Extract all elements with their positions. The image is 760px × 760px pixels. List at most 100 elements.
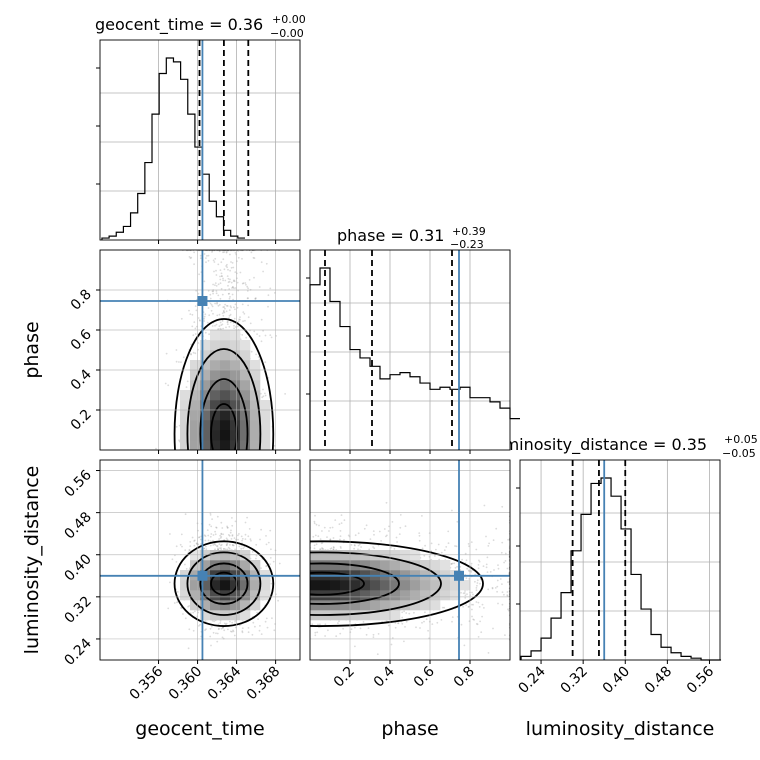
density-phase-vs-luminosity_distance-point bbox=[372, 546, 374, 548]
density-phase-vs-luminosity_distance-point bbox=[368, 548, 371, 551]
density-geocent_time-vs-luminosity_distance-point bbox=[270, 548, 272, 551]
density-geocent_time-vs-phase-point bbox=[191, 313, 194, 316]
density-phase-vs-luminosity_distance-point bbox=[391, 521, 394, 523]
density-geocent_time-vs-luminosity_distance-point bbox=[241, 627, 244, 630]
density-geocent_time-vs-phase-point bbox=[241, 303, 244, 306]
density-phase-vs-luminosity_distance-point bbox=[506, 594, 509, 596]
density-phase-vs-luminosity_distance-point bbox=[339, 632, 342, 635]
density-phase-vs-luminosity_distance-point bbox=[421, 621, 423, 624]
density-geocent_time-vs-luminosity_distance-point bbox=[205, 548, 208, 551]
density-geocent_time-vs-phase-point bbox=[206, 255, 208, 257]
density-geocent_time-vs-phase-point bbox=[175, 349, 178, 351]
density-phase-vs-luminosity_distance-cell bbox=[440, 580, 451, 591]
density-geocent_time-vs-phase-point bbox=[164, 382, 167, 385]
density-geocent_time-vs-phase-cell bbox=[210, 390, 221, 401]
density-geocent_time-vs-luminosity_distance-point bbox=[242, 547, 245, 550]
density-phase-vs-luminosity_distance-point bbox=[496, 585, 499, 588]
density-phase-vs-luminosity_distance-cell bbox=[370, 580, 381, 591]
density-geocent_time-vs-phase-cell bbox=[210, 430, 221, 441]
density-geocent_time-vs-phase-point bbox=[186, 380, 189, 383]
density-geocent_time-vs-luminosity_distance-cell bbox=[210, 590, 221, 601]
title-luminosity-distance: luminosity_distance = 0.35 bbox=[489, 435, 707, 455]
density-geocent_time-vs-luminosity_distance-point bbox=[199, 538, 202, 541]
density-geocent_time-vs-phase-point bbox=[229, 253, 231, 256]
density-phase-vs-luminosity_distance-point bbox=[372, 530, 375, 532]
density-geocent_time-vs-luminosity_distance-point bbox=[269, 529, 272, 532]
density-phase-vs-luminosity_distance-cell bbox=[380, 550, 391, 561]
density-phase-vs-luminosity_distance-contour-0 bbox=[310, 571, 365, 596]
density-geocent_time-vs-phase-point bbox=[228, 292, 231, 295]
density-phase-vs-luminosity_distance-point bbox=[401, 616, 404, 619]
density-geocent_time-vs-phase-truth-marker bbox=[197, 296, 208, 306]
density-geocent_time-vs-phase-cell bbox=[190, 380, 201, 391]
density-geocent_time-vs-phase-point bbox=[205, 257, 207, 259]
density-geocent_time-vs-phase-point bbox=[219, 278, 222, 281]
density-geocent_time-vs-phase-point bbox=[262, 395, 265, 398]
density-phase-vs-luminosity_distance-point bbox=[340, 522, 343, 524]
density-phase-vs-luminosity_distance-point bbox=[504, 560, 507, 562]
density-phase-vs-luminosity_distance-point bbox=[431, 623, 434, 625]
density-geocent_time-vs-phase-point bbox=[212, 290, 215, 293]
density-phase-vs-luminosity_distance-point bbox=[451, 620, 453, 623]
density-geocent_time-vs-phase-point bbox=[247, 316, 250, 319]
density-geocent_time-vs-phase-cell bbox=[210, 330, 221, 341]
hist-geocent_time bbox=[96, 39, 301, 244]
density-geocent_time-vs-luminosity_distance-cell bbox=[220, 600, 231, 611]
density-phase-vs-luminosity_distance-point bbox=[377, 633, 380, 635]
density-geocent_time-vs-luminosity_distance-point bbox=[175, 545, 178, 548]
density-phase-vs-luminosity_distance-point bbox=[390, 643, 393, 646]
density-geocent_time-vs-phase-point bbox=[261, 396, 264, 399]
density-geocent_time-vs-phase-point bbox=[249, 322, 252, 325]
density-geocent_time-vs-phase-point bbox=[259, 392, 262, 395]
density-phase-vs-luminosity_distance-cell bbox=[330, 580, 341, 591]
density-phase-vs-luminosity_distance-point bbox=[503, 561, 505, 564]
density-phase-vs-luminosity_distance-point bbox=[323, 526, 326, 529]
density-phase-vs-luminosity_distance-point bbox=[491, 586, 494, 589]
density-geocent_time-vs-phase-point bbox=[232, 280, 235, 282]
density-phase-vs-luminosity_distance-cell bbox=[320, 600, 331, 611]
density-geocent_time-vs-luminosity_distance-point bbox=[278, 562, 281, 565]
density-phase-vs-luminosity_distance-point bbox=[338, 523, 341, 526]
density-phase-vs-luminosity_distance-point bbox=[479, 582, 481, 585]
density-geocent_time-vs-phase-point bbox=[219, 327, 222, 330]
density-geocent_time-vs-luminosity_distance-point bbox=[220, 547, 223, 550]
density-geocent_time-vs-phase-point bbox=[219, 321, 222, 324]
density-geocent_time-vs-luminosity_distance-point bbox=[222, 533, 225, 536]
density-geocent_time-vs-phase-point bbox=[237, 256, 240, 259]
density-phase-vs-luminosity_distance-point bbox=[399, 514, 402, 516]
xtick-label-luminosity_distance-3: 0.48 bbox=[642, 664, 675, 697]
density-geocent_time-vs-phase-point bbox=[225, 304, 228, 307]
density-phase-vs-luminosity_distance-point bbox=[328, 530, 330, 532]
density-geocent_time-vs-luminosity_distance-point bbox=[231, 517, 233, 519]
density-geocent_time-vs-phase-point bbox=[260, 261, 263, 264]
density-geocent_time-vs-luminosity_distance-contour-2 bbox=[186, 551, 262, 616]
density-phase-vs-luminosity_distance-point bbox=[378, 530, 381, 533]
density-geocent_time-vs-phase-point bbox=[227, 281, 230, 284]
density-geocent_time-vs-luminosity_distance-point bbox=[214, 544, 217, 546]
density-geocent_time-vs-phase-point bbox=[253, 257, 256, 259]
density-phase-vs-luminosity_distance-point bbox=[483, 504, 486, 507]
density-geocent_time-vs-luminosity_distance-point bbox=[213, 543, 216, 546]
density-phase-vs-luminosity_distance-cell bbox=[420, 580, 431, 591]
density-geocent_time-vs-luminosity_distance-point bbox=[191, 536, 194, 539]
density-geocent_time-vs-luminosity_distance-point bbox=[229, 630, 232, 633]
density-phase-vs-luminosity_distance-point bbox=[326, 536, 328, 538]
density-phase-vs-luminosity_distance-point bbox=[397, 622, 399, 624]
density-phase-vs-luminosity_distance-point bbox=[339, 538, 341, 541]
density-phase-vs-luminosity_distance-contour-2 bbox=[310, 551, 442, 616]
density-geocent_time-vs-luminosity_distance-point bbox=[232, 544, 235, 547]
density-phase-vs-luminosity_distance-point bbox=[491, 587, 494, 590]
density-geocent_time-vs-luminosity_distance-point bbox=[192, 629, 195, 632]
density-geocent_time-vs-phase-point bbox=[220, 272, 223, 275]
density-geocent_time-vs-phase-cell bbox=[220, 430, 231, 441]
density-phase-vs-luminosity_distance-point bbox=[475, 623, 478, 625]
density-phase-vs-luminosity_distance-point bbox=[332, 548, 335, 551]
density-geocent_time-vs-phase-point bbox=[267, 305, 269, 308]
xtick-label-luminosity_distance-1: 0.32 bbox=[558, 664, 591, 697]
density-phase-vs-luminosity_distance-point bbox=[388, 525, 390, 528]
density-geocent_time-vs-phase-point bbox=[236, 325, 239, 328]
hist-phase-border bbox=[309, 249, 511, 451]
density-phase-vs-luminosity_distance-point bbox=[418, 534, 421, 537]
density-phase-vs-luminosity_distance-point bbox=[357, 532, 360, 535]
